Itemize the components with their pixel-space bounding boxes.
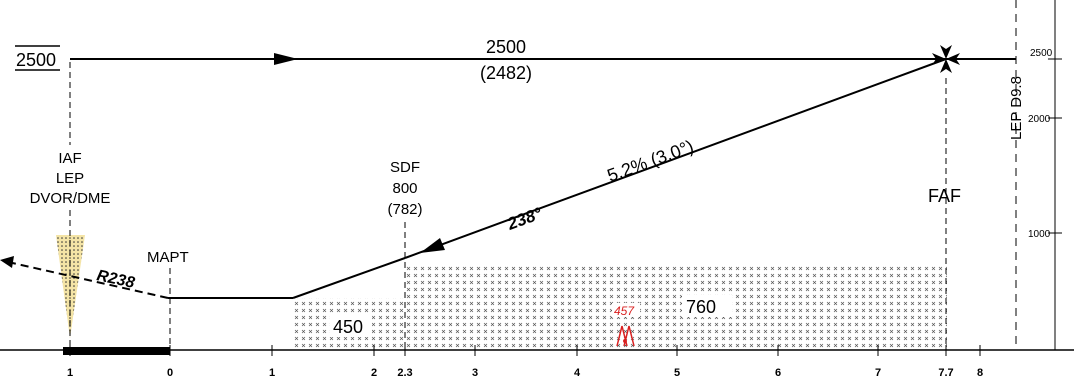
- runway-bar: [63, 347, 170, 355]
- distance-tick-label: 5: [674, 367, 680, 379]
- distance-tick-label: 6: [775, 367, 781, 379]
- sdf-label-line-1: SDF: [390, 159, 420, 176]
- level-altitude-label: 2500: [486, 37, 526, 57]
- obstacle-altitude-label: 457: [614, 304, 635, 318]
- radial-arrow-head: [0, 256, 14, 268]
- descent-direction-arrow: [420, 238, 445, 253]
- moca-right-label: 760: [686, 297, 716, 317]
- moca-left-label: 450: [333, 317, 363, 337]
- iaf-label-line-2: LEP: [56, 170, 84, 187]
- distance-tick-label: 2: [371, 367, 377, 379]
- radial-dashed-line: [7, 261, 169, 299]
- distance-ticks: 1 0 1 2 2.3 3 4 5 6 7 7.7 8: [67, 345, 983, 379]
- alt-label-1000: 1000: [1028, 229, 1051, 240]
- moca-label-bg-left: [330, 315, 372, 337]
- distance-tick-label: 7.7: [938, 367, 953, 379]
- lep-d98-label: LEP D9.8: [1008, 76, 1025, 140]
- course-label: 238°: [504, 204, 545, 234]
- alt-label-2000: 2000: [1028, 114, 1051, 125]
- distance-tick-label: 7: [875, 367, 881, 379]
- radial-label: R238: [95, 267, 136, 292]
- gradient-label: 5.2% (3.0°): [605, 136, 697, 186]
- distance-tick-label: 1: [269, 367, 275, 379]
- iaf-label-line-3: DVOR/DME: [30, 190, 111, 207]
- missed-approach-climb-line: [292, 257, 406, 299]
- moca-block-right: [405, 265, 947, 348]
- level-altitude-msl-label: (2482): [480, 63, 532, 83]
- level-direction-arrow: [274, 53, 298, 65]
- iaf-label-line-1: IAF: [58, 150, 81, 167]
- descent-path-line: [404, 58, 947, 259]
- alt-label-2500: 2500: [1030, 48, 1053, 59]
- distance-tick-label: 1: [67, 367, 73, 379]
- mapt-label: MAPT: [147, 249, 189, 266]
- distance-tick-label: 4: [574, 367, 581, 379]
- faf-label: FAF: [928, 186, 961, 206]
- altitude-box-label: 2500: [16, 50, 56, 70]
- obstacle-label-bg: [612, 303, 640, 317]
- distance-tick-label: 8: [977, 367, 983, 379]
- distance-tick-label: 0: [167, 367, 173, 379]
- distance-tick-label: 3: [472, 367, 478, 379]
- obstacle-symbol: [616, 325, 635, 347]
- iaf-cone: [56, 235, 85, 338]
- sdf-label-line-2: 800: [392, 180, 417, 197]
- sdf-label-line-3: (782): [387, 201, 422, 218]
- faf-fix-symbol: [932, 45, 960, 73]
- distance-tick-label: 2.3: [397, 367, 412, 379]
- moca-label-bg-right: [682, 295, 732, 317]
